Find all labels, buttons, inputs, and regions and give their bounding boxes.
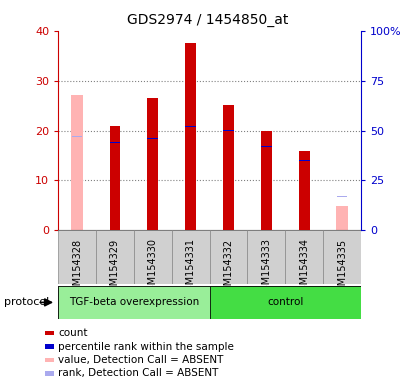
Bar	[72, 136, 82, 137]
Bar	[71, 94, 83, 230]
Bar	[45, 358, 54, 362]
Bar	[336, 207, 348, 230]
Bar	[337, 196, 347, 197]
Bar	[299, 160, 310, 161]
Bar	[223, 104, 234, 230]
Text: control: control	[267, 297, 303, 308]
Bar	[261, 131, 272, 230]
Bar	[110, 126, 120, 230]
Bar	[299, 151, 310, 230]
Text: GSM154329: GSM154329	[110, 238, 120, 298]
Text: GSM154331: GSM154331	[186, 238, 195, 298]
Bar	[45, 371, 54, 376]
Bar	[186, 126, 196, 127]
Text: percentile rank within the sample: percentile rank within the sample	[58, 341, 234, 352]
Bar	[172, 230, 210, 284]
Text: GSM154332: GSM154332	[224, 238, 234, 298]
Text: count: count	[58, 328, 88, 338]
Text: GSM154333: GSM154333	[261, 238, 271, 298]
Text: GDS2974 / 1454850_at: GDS2974 / 1454850_at	[127, 13, 288, 27]
Text: GSM154334: GSM154334	[299, 238, 309, 298]
Bar	[45, 344, 54, 349]
Bar	[134, 230, 172, 284]
Bar	[58, 230, 96, 284]
Bar	[45, 331, 54, 336]
Text: TGF-beta overexpression: TGF-beta overexpression	[69, 297, 199, 308]
Text: GSM154328: GSM154328	[72, 238, 82, 298]
Bar	[210, 286, 361, 319]
Bar	[147, 98, 158, 230]
Text: GSM154330: GSM154330	[148, 238, 158, 298]
Bar	[223, 130, 234, 131]
Bar	[323, 230, 361, 284]
Bar	[210, 230, 247, 284]
Bar	[247, 230, 285, 284]
Bar	[186, 43, 196, 230]
Bar	[96, 230, 134, 284]
Bar	[147, 137, 158, 139]
Text: protocol: protocol	[4, 297, 49, 308]
Bar	[261, 146, 272, 147]
Text: rank, Detection Call = ABSENT: rank, Detection Call = ABSENT	[58, 368, 218, 379]
Text: GSM154335: GSM154335	[337, 238, 347, 298]
Bar	[110, 142, 120, 144]
Text: value, Detection Call = ABSENT: value, Detection Call = ABSENT	[58, 355, 223, 365]
Bar	[286, 230, 323, 284]
Bar	[58, 286, 210, 319]
